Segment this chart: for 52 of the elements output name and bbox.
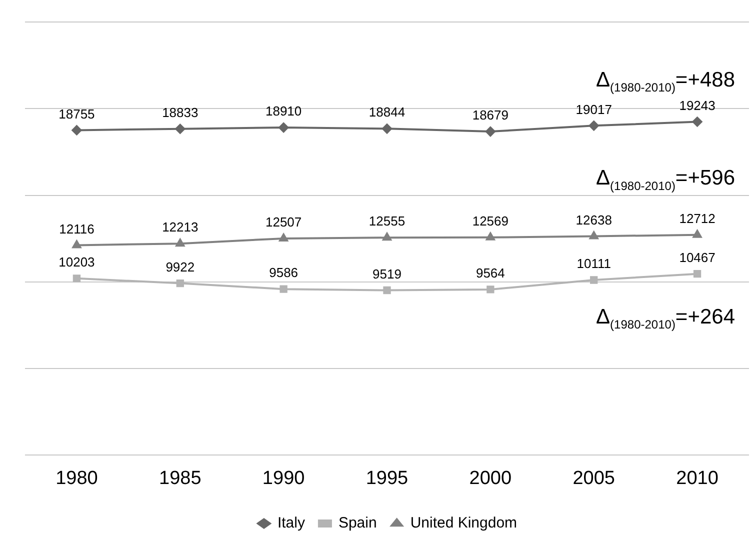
x-tick-label: 1990 <box>262 468 305 489</box>
legend-label: United Kingdom <box>410 514 518 532</box>
data-label: 12116 <box>59 221 94 236</box>
legend-label: Italy <box>277 514 306 532</box>
data-label: 18833 <box>162 104 198 120</box>
point <box>72 240 82 248</box>
data-label: 19017 <box>576 102 612 117</box>
point <box>278 122 289 133</box>
data-label: 12555 <box>368 214 406 229</box>
point <box>590 276 598 284</box>
point <box>176 279 184 288</box>
data-label: 18910 <box>265 104 302 119</box>
data-label: 12638 <box>576 212 612 228</box>
data-label: 9586 <box>269 265 298 280</box>
data-label: 18844 <box>368 104 406 120</box>
x-tick-label: 2010 <box>676 468 718 489</box>
legend-label: Spain <box>338 514 377 532</box>
point <box>280 285 288 293</box>
point <box>72 274 81 282</box>
x-tick-label: 1995 <box>366 468 408 489</box>
point <box>486 232 495 240</box>
data-label: 18679 <box>472 108 509 123</box>
x-tick-label: 1980 <box>56 468 98 489</box>
point <box>692 230 702 238</box>
point <box>175 124 186 134</box>
data-label: 10467 <box>679 250 716 265</box>
point <box>382 232 392 241</box>
point <box>485 126 496 137</box>
point <box>383 286 391 294</box>
data-label: 19243 <box>679 98 716 113</box>
point <box>176 238 185 247</box>
data-label: 12507 <box>265 214 302 230</box>
point <box>692 116 702 127</box>
data-label: 9564 <box>476 266 505 281</box>
point <box>382 124 392 134</box>
data-label: 10111 <box>576 256 611 272</box>
data-label: 12712 <box>679 211 716 226</box>
point <box>588 120 599 131</box>
x-tick-label: 1985 <box>159 468 202 489</box>
point <box>486 286 494 294</box>
data-label: 12213 <box>162 220 198 235</box>
point <box>589 231 598 240</box>
data-label: 10203 <box>58 254 95 270</box>
x-tick-label: 2005 <box>572 468 615 489</box>
data-label: 18755 <box>58 106 95 122</box>
data-label: 9922 <box>166 259 195 274</box>
data-label: 12569 <box>472 213 509 228</box>
point <box>72 125 82 136</box>
point <box>279 233 288 242</box>
x-tick-label: 2000 <box>469 468 512 489</box>
point <box>693 270 702 278</box>
data-label: 9519 <box>372 266 402 282</box>
